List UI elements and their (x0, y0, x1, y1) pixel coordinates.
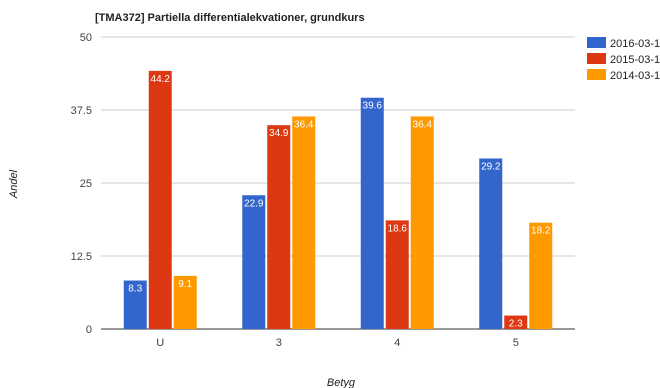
x-axis-title: Betyg (327, 377, 356, 388)
data-label: 2.3 (509, 319, 523, 330)
bar (242, 195, 266, 329)
data-label: 36.4 (294, 119, 314, 130)
y-tick-label: 0 (86, 324, 92, 336)
x-tick-label: 5 (513, 337, 519, 349)
x-tick-label: 4 (394, 337, 400, 349)
bar (148, 70, 172, 329)
x-tick-label: U (156, 337, 164, 349)
data-label: 22.9 (244, 198, 264, 209)
legend-label: 2014-03-12 (610, 70, 660, 82)
bar (292, 116, 316, 329)
data-label: 39.6 (363, 101, 383, 112)
bar (385, 220, 409, 329)
grid-lines (101, 36, 575, 330)
legend-swatch (587, 53, 606, 64)
bar (410, 116, 434, 329)
y-axis-title: Andel (8, 169, 20, 199)
y-tick-label: 37.5 (71, 105, 92, 117)
chart-title: [TMA372] Partiella differentialekvatione… (95, 12, 365, 24)
data-label: 8.3 (128, 284, 142, 295)
bar (529, 222, 553, 329)
bars (123, 70, 553, 330)
data-label: 18.6 (388, 223, 408, 234)
y-tick-label: 50 (80, 32, 92, 44)
data-label: 9.1 (178, 279, 192, 290)
x-tick-label: 3 (276, 337, 282, 349)
bar (504, 315, 528, 329)
legend-label: 2016-03-16 (610, 38, 660, 50)
legend-swatch (587, 37, 606, 48)
bar (267, 125, 291, 330)
data-label: 18.2 (531, 226, 551, 237)
data-label: 29.2 (481, 161, 501, 172)
y-axis-ticks: 0 12.5 25 37.5 50 (71, 32, 92, 336)
data-label: 44.2 (151, 74, 171, 85)
bar (360, 97, 384, 330)
bar (123, 280, 147, 329)
y-tick-label: 25 (80, 178, 92, 190)
data-label: 36.4 (413, 119, 433, 130)
data-label: 34.9 (269, 128, 289, 139)
y-tick-label: 12.5 (71, 251, 92, 263)
bar (173, 275, 197, 329)
x-axis-ticks: U 3 4 5 (156, 337, 519, 349)
data-labels: 8.3 44.2 9.1 22.9 34.9 36.4 39.6 18.6 36.4 29.2 2.… (128, 74, 551, 330)
bar (479, 158, 503, 329)
legend: 2016-03-16 2015-03-18 2014-03-12 (587, 37, 660, 82)
legend-label: 2015-03-18 (610, 54, 660, 66)
legend-swatch (587, 69, 606, 80)
